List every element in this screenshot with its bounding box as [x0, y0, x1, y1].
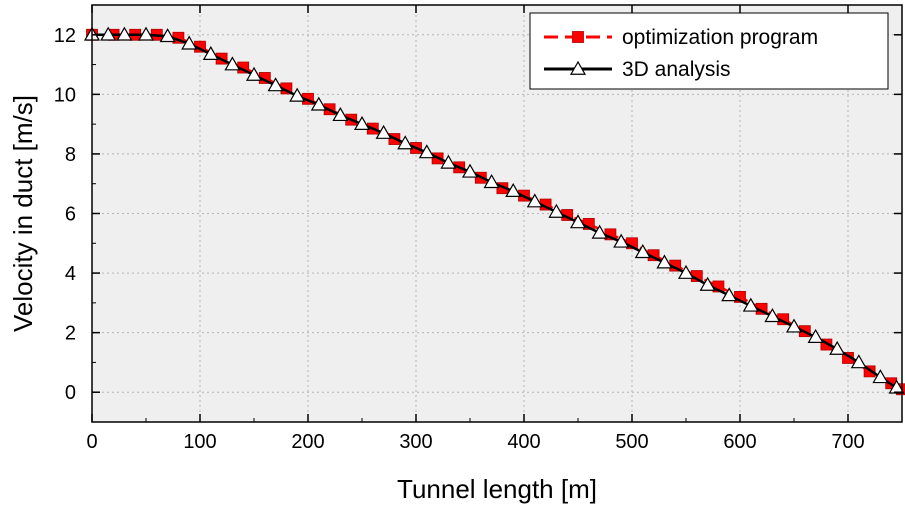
data-point [613, 233, 630, 248]
data-point [699, 276, 716, 291]
data-point [483, 174, 500, 189]
data-point [100, 26, 117, 41]
data-point [677, 264, 695, 279]
y-tick-label: 0 [65, 382, 76, 404]
data-point [872, 369, 889, 384]
data-point [418, 144, 435, 159]
data-point [181, 35, 198, 50]
x-tick-label: 200 [291, 431, 324, 453]
legend-box [529, 12, 889, 90]
legend: optimization program 3D analysis [529, 12, 889, 90]
legend-entry: 3D analysis [622, 58, 731, 81]
data-point [505, 182, 522, 198]
axis-ticks: 0 100 200 300 400 500 600 700 0 2 4 6 8 10 12 [54, 5, 902, 453]
data-point [440, 154, 457, 169]
data-point [375, 124, 392, 139]
data-point [245, 66, 263, 81]
data-point [764, 308, 781, 323]
x-tick-label: 600 [723, 431, 756, 453]
legend-entry: optimization program [622, 26, 818, 49]
x-tick-label: 700 [831, 431, 864, 453]
data-point [224, 56, 241, 71]
data-point [829, 340, 846, 355]
data-point [116, 26, 133, 41]
x-tick-label: 0 [86, 431, 97, 453]
data-point [548, 203, 565, 218]
x-tick-label: 100 [183, 431, 216, 453]
data-point [289, 87, 306, 102]
data-point [137, 26, 155, 41]
data-point [785, 318, 803, 333]
data-point [569, 214, 587, 229]
x-tick-label: 400 [507, 431, 540, 453]
data-point [742, 297, 759, 312]
data-point [820, 338, 833, 351]
data-point [310, 96, 327, 111]
y-tick-label: 12 [54, 25, 76, 47]
y-axis-title: Velocity in duct [m/s] [8, 95, 38, 332]
data-point [656, 254, 673, 269]
x-tick-label: 500 [615, 431, 648, 453]
y-tick-label: 10 [54, 84, 76, 106]
data-point [397, 135, 414, 150]
data-point [888, 379, 905, 394]
data-point [159, 28, 176, 43]
data-point [591, 224, 608, 239]
legend-marker [569, 60, 587, 75]
series-3d-analysis [83, 26, 905, 394]
data-point [202, 45, 219, 60]
data-point [807, 328, 824, 343]
legend-marker [572, 31, 584, 43]
x-tick-label: 300 [399, 431, 432, 453]
y-tick-label: 4 [65, 263, 76, 285]
series-layer [83, 26, 905, 396]
y-tick-label: 8 [65, 144, 76, 166]
data-point [353, 115, 371, 130]
y-tick-label: 6 [65, 204, 76, 226]
data-point [721, 287, 738, 302]
data-point [332, 106, 349, 122]
y-tick-label: 2 [65, 323, 76, 345]
x-axis-title: Tunnel length [m] [397, 474, 597, 504]
data-point [850, 354, 867, 369]
data-point [267, 77, 284, 92]
data-point [634, 244, 651, 259]
data-point [526, 193, 543, 208]
data-point [461, 163, 479, 178]
